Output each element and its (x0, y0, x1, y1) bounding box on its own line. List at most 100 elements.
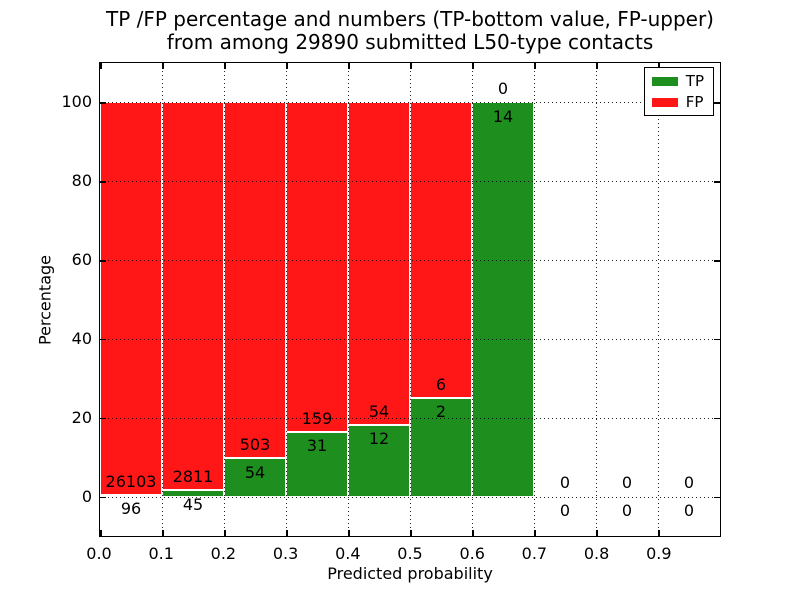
x-tick-label: 0.4 (335, 544, 361, 563)
y-tick-mark (100, 496, 106, 499)
gridline-vertical (472, 63, 473, 536)
bar-tp-segment (348, 424, 410, 497)
x-tick-mark (410, 530, 412, 536)
tp-count-label: 54 (244, 462, 266, 482)
x-axis-tick-labels: 0.0 0.1 0.2 0.3 0.4 0.5 0.6 0.7 0.8 0.9 (86, 543, 721, 565)
y-tick-mark-right (714, 338, 720, 341)
y-tick-mark-right (714, 496, 720, 499)
x-tick-label: 0.5 (397, 544, 423, 563)
x-tick-mark-top (100, 63, 102, 69)
tp-count-label: 45 (182, 494, 204, 514)
y-tick-mark (100, 417, 106, 420)
x-tick-mark (534, 530, 536, 536)
x-tick-mark (348, 530, 350, 536)
x-tick-mark-top (224, 63, 226, 69)
x-tick-mark-top (596, 63, 598, 69)
gridline-vertical (658, 63, 659, 536)
bar-fp-segment (224, 102, 286, 459)
legend-swatch-fp (651, 97, 678, 107)
fp-count-label: 159 (301, 408, 333, 428)
fp-count-label: 0 (497, 79, 509, 98)
gridline-horizontal (100, 417, 720, 419)
x-tick-mark (100, 530, 102, 536)
y-axis-tick-labels: 0 20 40 60 80 100 (0, 62, 92, 537)
gridline-vertical (286, 63, 287, 536)
y-tick-label: 0 (81, 487, 92, 507)
gridline-vertical (534, 63, 535, 536)
bar-fp-segment (100, 102, 162, 496)
tp-count-label: 0 (683, 500, 695, 520)
bar-fp-segment (286, 102, 348, 433)
x-tick-label: 0.0 (86, 544, 112, 563)
bar-fp-segment (410, 102, 472, 399)
tp-count-label: 2 (435, 402, 447, 422)
gridline-vertical (162, 63, 163, 536)
tp-count-label: 0 (621, 500, 633, 520)
x-tick-mark-top (658, 63, 660, 69)
y-tick-mark (100, 102, 106, 104)
x-tick-label: 0.2 (210, 544, 237, 563)
x-tick-mark (224, 530, 226, 536)
y-tick-label: 100 (61, 91, 92, 111)
x-tick-mark-top (472, 63, 474, 69)
fp-count-label: 54 (368, 401, 390, 421)
gridline-vertical (410, 63, 411, 536)
x-axis-label: Predicted probability (327, 564, 493, 583)
x-tick-mark-top (286, 63, 288, 69)
bar-tp-segment (224, 458, 286, 497)
legend-swatch-tp (651, 76, 678, 86)
y-tick-mark-right (714, 417, 720, 420)
fp-count-label: 0 (559, 473, 571, 493)
x-tick-label: 0.1 (148, 544, 174, 563)
bar-fp-segment (348, 102, 410, 425)
y-tick-mark-right (714, 181, 720, 183)
tp-count-label: 96 (120, 499, 142, 519)
tp-count-label: 0 (559, 500, 571, 520)
fp-count-label: 26103 (105, 471, 157, 491)
plot-area: TP FP 26103 96 2811 45 503 54 159 31 54 12 6 2 0 14 0 0… (99, 62, 721, 537)
x-tick-mark-top (162, 63, 164, 69)
y-tick-mark (100, 260, 106, 262)
y-tick-mark (100, 181, 106, 183)
bar-tp-segment (472, 102, 534, 497)
gridline-horizontal (100, 260, 720, 262)
tp-count-label: 14 (492, 106, 514, 126)
x-tick-mark-top (410, 63, 412, 69)
tp-count-label: 12 (368, 429, 390, 449)
fp-count-label: 6 (435, 374, 447, 394)
fp-count-label: 0 (621, 473, 633, 493)
fp-count-label: 0 (683, 473, 695, 493)
gridline-vertical (224, 63, 225, 536)
x-tick-mark (596, 530, 598, 536)
x-tick-label: 0.3 (272, 544, 299, 563)
y-tick-label: 80 (71, 170, 92, 190)
gridline-horizontal (100, 181, 720, 183)
gridline-horizontal (100, 102, 720, 104)
legend-row-fp: FP (651, 93, 704, 111)
y-tick-mark-right (714, 102, 720, 104)
x-tick-label: 0.6 (459, 544, 485, 563)
chart-title-line1: TP /FP percentage and numbers (TP-bottom… (106, 7, 714, 31)
legend-label-tp: TP (685, 72, 704, 90)
fp-count-label: 2811 (172, 466, 214, 486)
gridline-horizontal (100, 496, 720, 498)
x-tick-mark (472, 530, 474, 536)
x-tick-mark (162, 530, 164, 536)
x-tick-label: 0.9 (646, 544, 672, 563)
gridline-horizontal (100, 338, 720, 340)
x-tick-mark-top (348, 63, 350, 69)
legend-label-fp: FP (685, 93, 704, 111)
x-tick-label: 0.8 (583, 544, 610, 563)
x-tick-mark (286, 530, 288, 536)
x-tick-mark-top (534, 63, 536, 69)
bar-tp-segment (286, 432, 348, 497)
y-tick-label: 40 (71, 329, 92, 349)
chart-title: TP /FP percentage and numbers (TP-bottom… (60, 8, 760, 54)
legend-row-tp: TP (651, 72, 704, 90)
gridline-vertical (596, 63, 597, 536)
bar-fp-segment (162, 102, 224, 491)
y-tick-label: 20 (71, 408, 92, 428)
bar-tp-segment (410, 398, 472, 497)
gridline-vertical (348, 63, 349, 536)
